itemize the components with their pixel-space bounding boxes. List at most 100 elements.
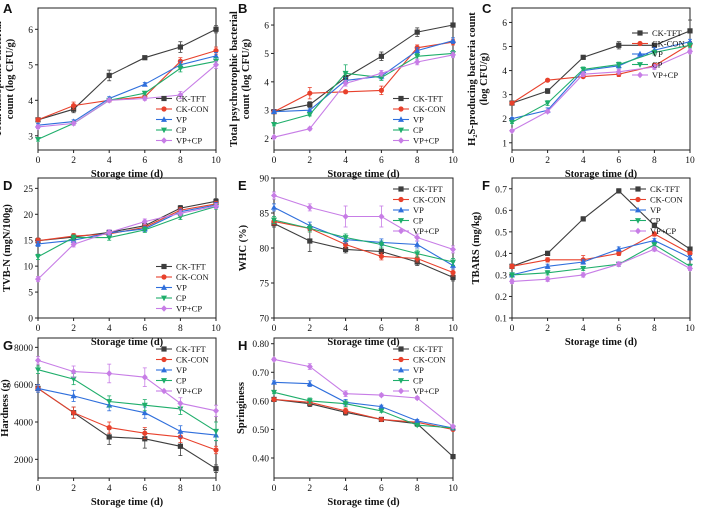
series-line xyxy=(511,233,691,267)
y-tick-label: 6 xyxy=(28,26,33,36)
legend-marker xyxy=(398,137,404,144)
data-point xyxy=(615,260,622,268)
data-point xyxy=(544,275,551,283)
y-tick-label: 0.70 xyxy=(252,369,269,379)
legend-marker xyxy=(637,40,643,47)
data-point xyxy=(450,259,456,266)
legend-label: CK-TFT xyxy=(176,344,207,354)
y-tick-label: 85 xyxy=(260,210,270,220)
y-tick-label: 75 xyxy=(260,280,270,290)
data-point xyxy=(142,430,148,436)
legend-marker xyxy=(398,127,404,134)
series-line xyxy=(273,54,454,138)
series-line xyxy=(37,205,217,258)
legend-label: CP xyxy=(413,376,424,386)
data-point xyxy=(414,234,421,241)
y-axis-label: Hardness (g) xyxy=(0,379,11,437)
legend-marker xyxy=(161,378,167,384)
series-line xyxy=(511,43,691,104)
legend-label: CP xyxy=(652,60,663,70)
data-point xyxy=(687,28,693,34)
series-line xyxy=(273,398,454,430)
data-point xyxy=(414,47,421,53)
x-tick-label: 4 xyxy=(581,324,586,334)
data-point xyxy=(177,443,183,449)
data-point xyxy=(306,107,313,113)
y-tick-label: 0.4 xyxy=(495,250,507,260)
data-point xyxy=(342,70,349,77)
legend-marker xyxy=(398,116,404,122)
legend-label: VP xyxy=(176,115,187,125)
data-point xyxy=(509,272,515,279)
plot-frame xyxy=(273,7,454,151)
data-point xyxy=(106,235,113,241)
series-ck-tft xyxy=(35,384,219,473)
legend-marker xyxy=(161,127,167,134)
y-tick-label: 3 xyxy=(264,107,269,117)
x-tick-label: 8 xyxy=(415,484,420,494)
plot-frame xyxy=(511,7,691,151)
data-point xyxy=(213,202,219,210)
data-point xyxy=(342,79,349,87)
data-point xyxy=(509,278,515,285)
data-point xyxy=(615,62,622,68)
data-point xyxy=(378,70,385,77)
data-point xyxy=(70,392,77,399)
series-ck-tft xyxy=(35,198,219,244)
data-point xyxy=(35,123,41,131)
data-point xyxy=(414,394,421,402)
series-vp xyxy=(271,203,456,270)
data-point xyxy=(378,53,384,59)
series-line xyxy=(37,359,217,412)
y-tick-label: 6000 xyxy=(14,381,33,391)
data-point xyxy=(271,389,277,396)
series-line xyxy=(273,24,454,113)
series-line xyxy=(273,194,454,250)
x-tick-label: 6 xyxy=(379,324,384,334)
x-axis-label: Storage time (d) xyxy=(327,497,400,508)
data-point xyxy=(450,274,456,280)
x-tick-label: 6 xyxy=(616,156,621,166)
data-point xyxy=(177,400,184,407)
legend-label: CK-TFT xyxy=(413,344,444,354)
data-point xyxy=(450,453,456,460)
series-vp-cp xyxy=(509,48,693,135)
series-line xyxy=(511,44,691,123)
data-point xyxy=(450,51,456,59)
x-tick-label: 4 xyxy=(343,484,348,494)
data-point xyxy=(307,238,313,244)
series-line xyxy=(273,358,454,428)
series-cp xyxy=(271,216,456,266)
series-ck-con xyxy=(509,231,693,269)
data-point xyxy=(35,254,41,261)
data-point xyxy=(580,54,586,60)
legend-label: VP+CP xyxy=(650,226,676,236)
data-point xyxy=(271,396,277,403)
legend-marker xyxy=(398,95,404,102)
x-tick-label: 10 xyxy=(685,324,695,334)
data-point xyxy=(271,122,277,128)
legend-label: CP xyxy=(413,125,424,135)
y-tick-label: 6 xyxy=(264,22,269,32)
data-point xyxy=(378,87,384,93)
legend-marker xyxy=(398,366,404,373)
data-point xyxy=(651,63,658,71)
legend-marker xyxy=(637,71,643,79)
legend-marker xyxy=(398,387,404,395)
series-line xyxy=(511,30,691,104)
legend-label: CK-TFT xyxy=(176,94,207,104)
legend-marker xyxy=(635,186,641,192)
data-point xyxy=(141,90,148,97)
legend-marker xyxy=(398,106,404,112)
series-line xyxy=(37,369,217,432)
x-axis-label: Storage time (d) xyxy=(565,337,638,348)
series-cp xyxy=(509,42,693,126)
x-tick-label: 2 xyxy=(71,156,76,166)
legend-label: VP xyxy=(650,205,661,215)
data-point xyxy=(213,48,219,54)
y-axis-label: TVB-N (mgN/100g) xyxy=(2,204,13,292)
legend-marker xyxy=(161,95,167,102)
x-tick-label: 0 xyxy=(36,324,41,334)
data-point xyxy=(414,53,421,60)
